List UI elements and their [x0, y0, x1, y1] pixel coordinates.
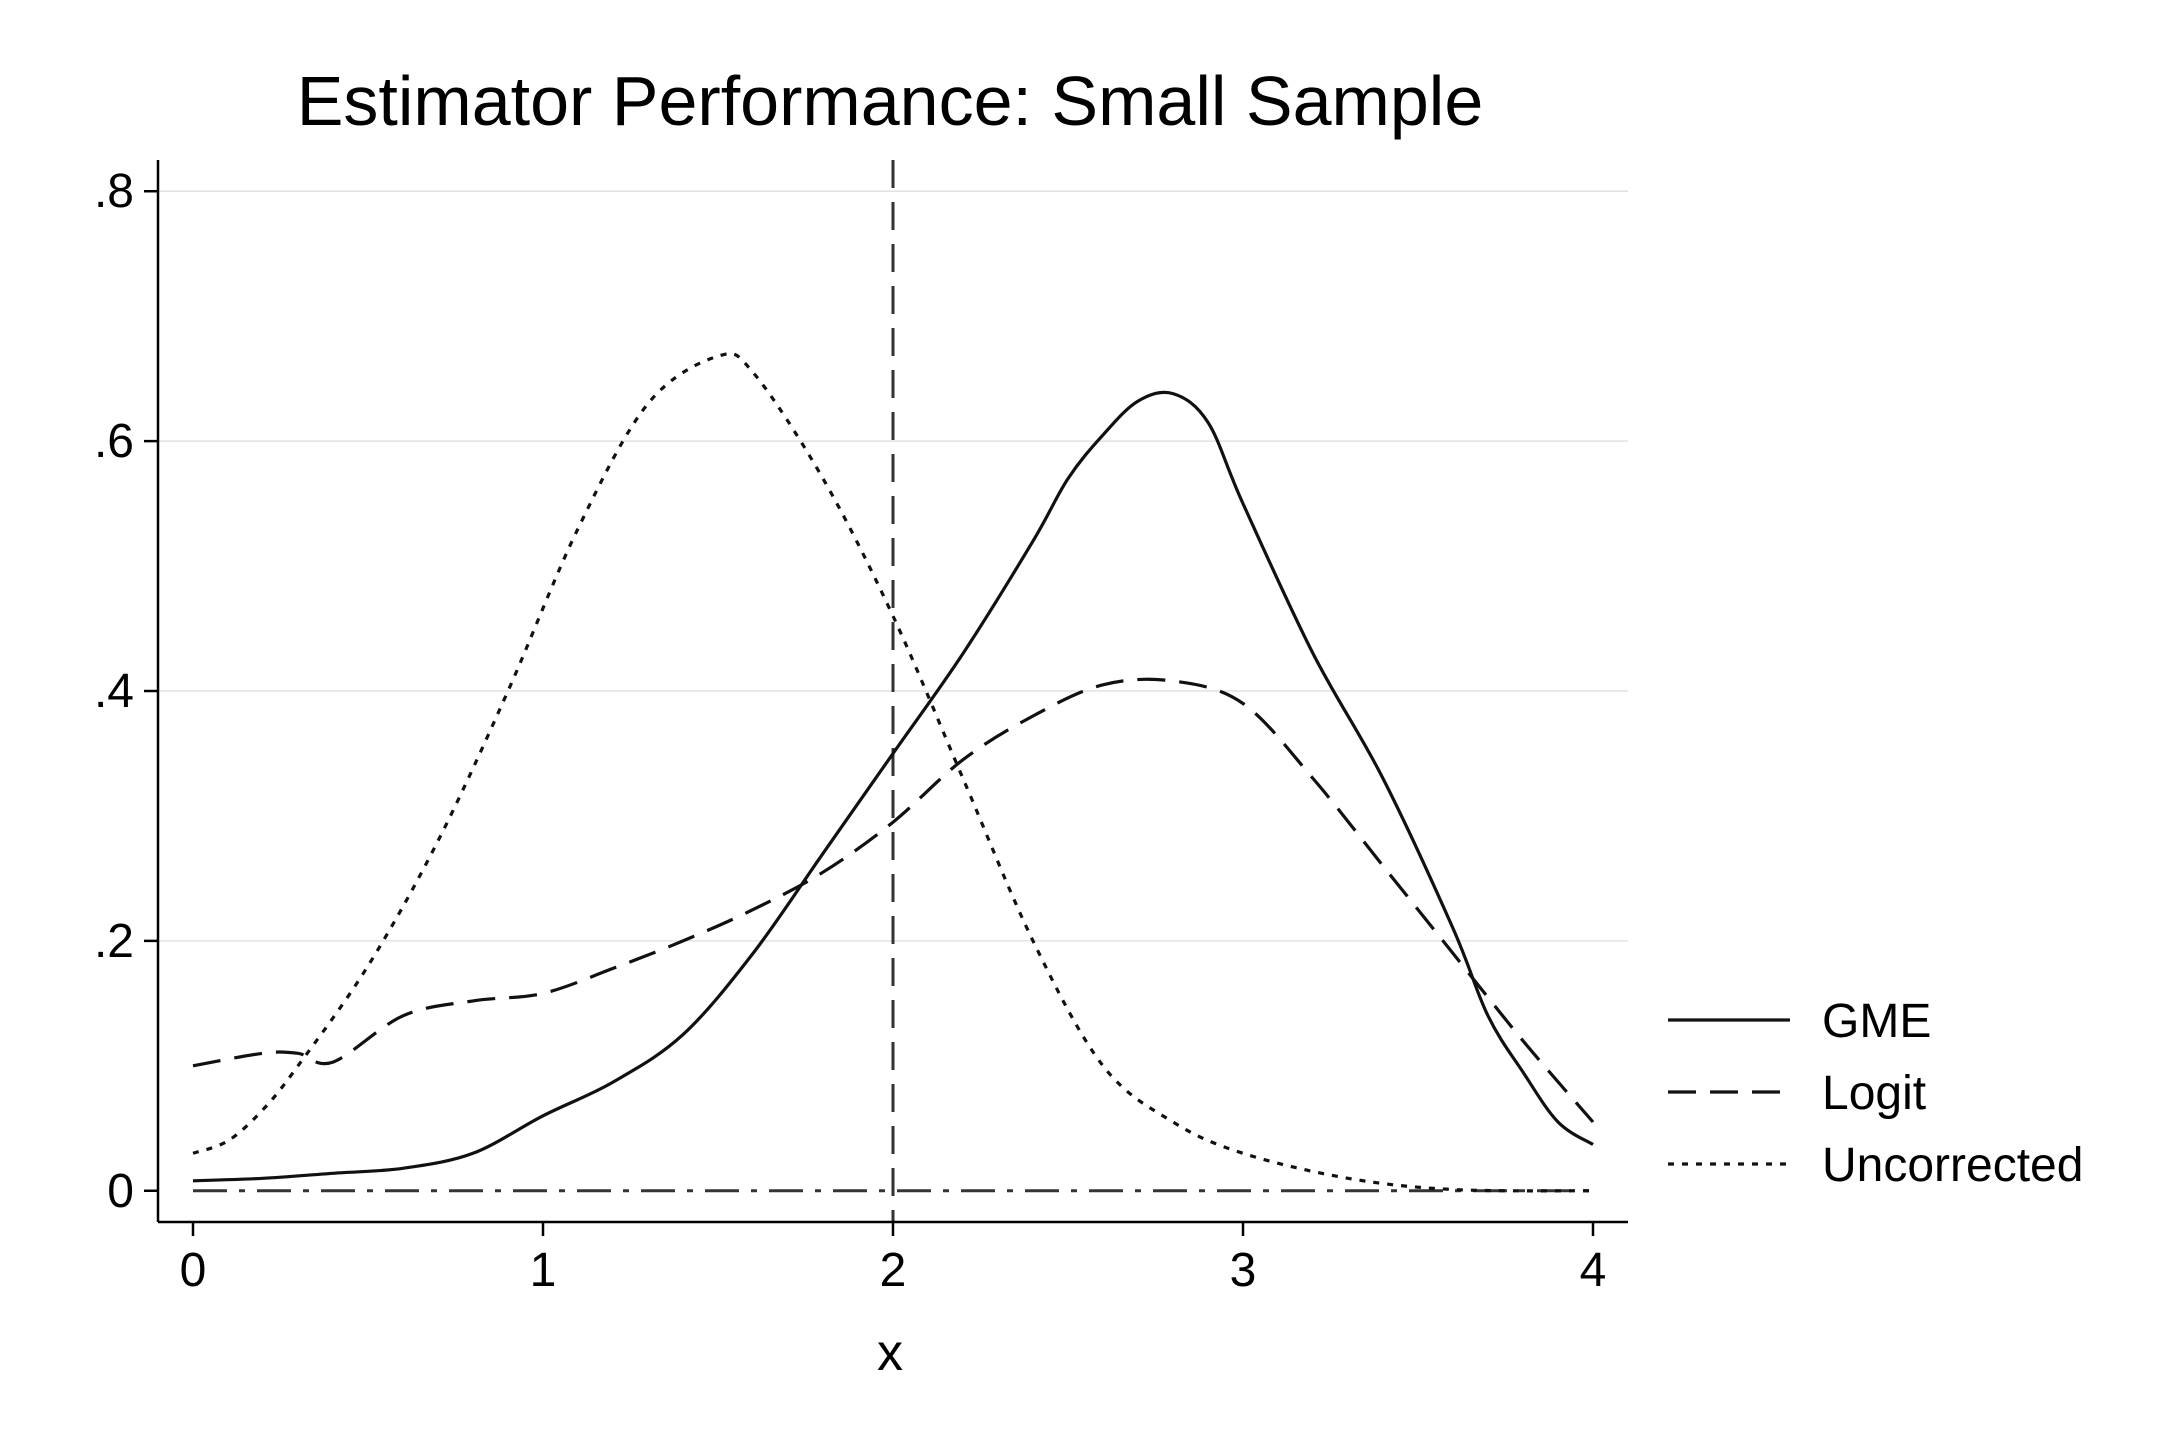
x-tick-label: 1	[530, 1244, 557, 1297]
y-tick-label: .8	[94, 165, 134, 218]
x-axis-title: x	[877, 1324, 903, 1382]
y-tick-label: .2	[94, 915, 134, 968]
axes	[144, 160, 1628, 1236]
y-tick-label: .6	[94, 415, 134, 468]
series-line-gme	[192, 390, 1594, 1183]
x-tick-label: 4	[1580, 1244, 1607, 1297]
y-tick-label: 0	[107, 1165, 134, 1218]
legend-item: Uncorrected	[1668, 1139, 2083, 1192]
x-tick-label: 2	[880, 1244, 907, 1297]
legend-label: GME	[1822, 995, 1931, 1048]
legend: GME Logit Uncorrected	[1668, 995, 2083, 1192]
legend-item: Logit	[1668, 1067, 1926, 1120]
reference-lines	[193, 160, 1593, 1222]
series-line-logit	[192, 677, 1595, 1124]
tick-labels: 0 .2 .4 .6 .8 0 1 2 3 4	[94, 165, 1606, 1297]
series-lines	[192, 352, 1595, 1193]
legend-item: GME	[1668, 995, 1931, 1048]
y-tick-label: .4	[94, 665, 134, 718]
legend-label: Logit	[1822, 1067, 1926, 1120]
chart-title: Estimator Performance: Small Sample	[297, 62, 1484, 140]
legend-label: Uncorrected	[1822, 1139, 2083, 1192]
x-tick-label: 3	[1230, 1244, 1257, 1297]
x-tick-label: 0	[180, 1244, 207, 1297]
